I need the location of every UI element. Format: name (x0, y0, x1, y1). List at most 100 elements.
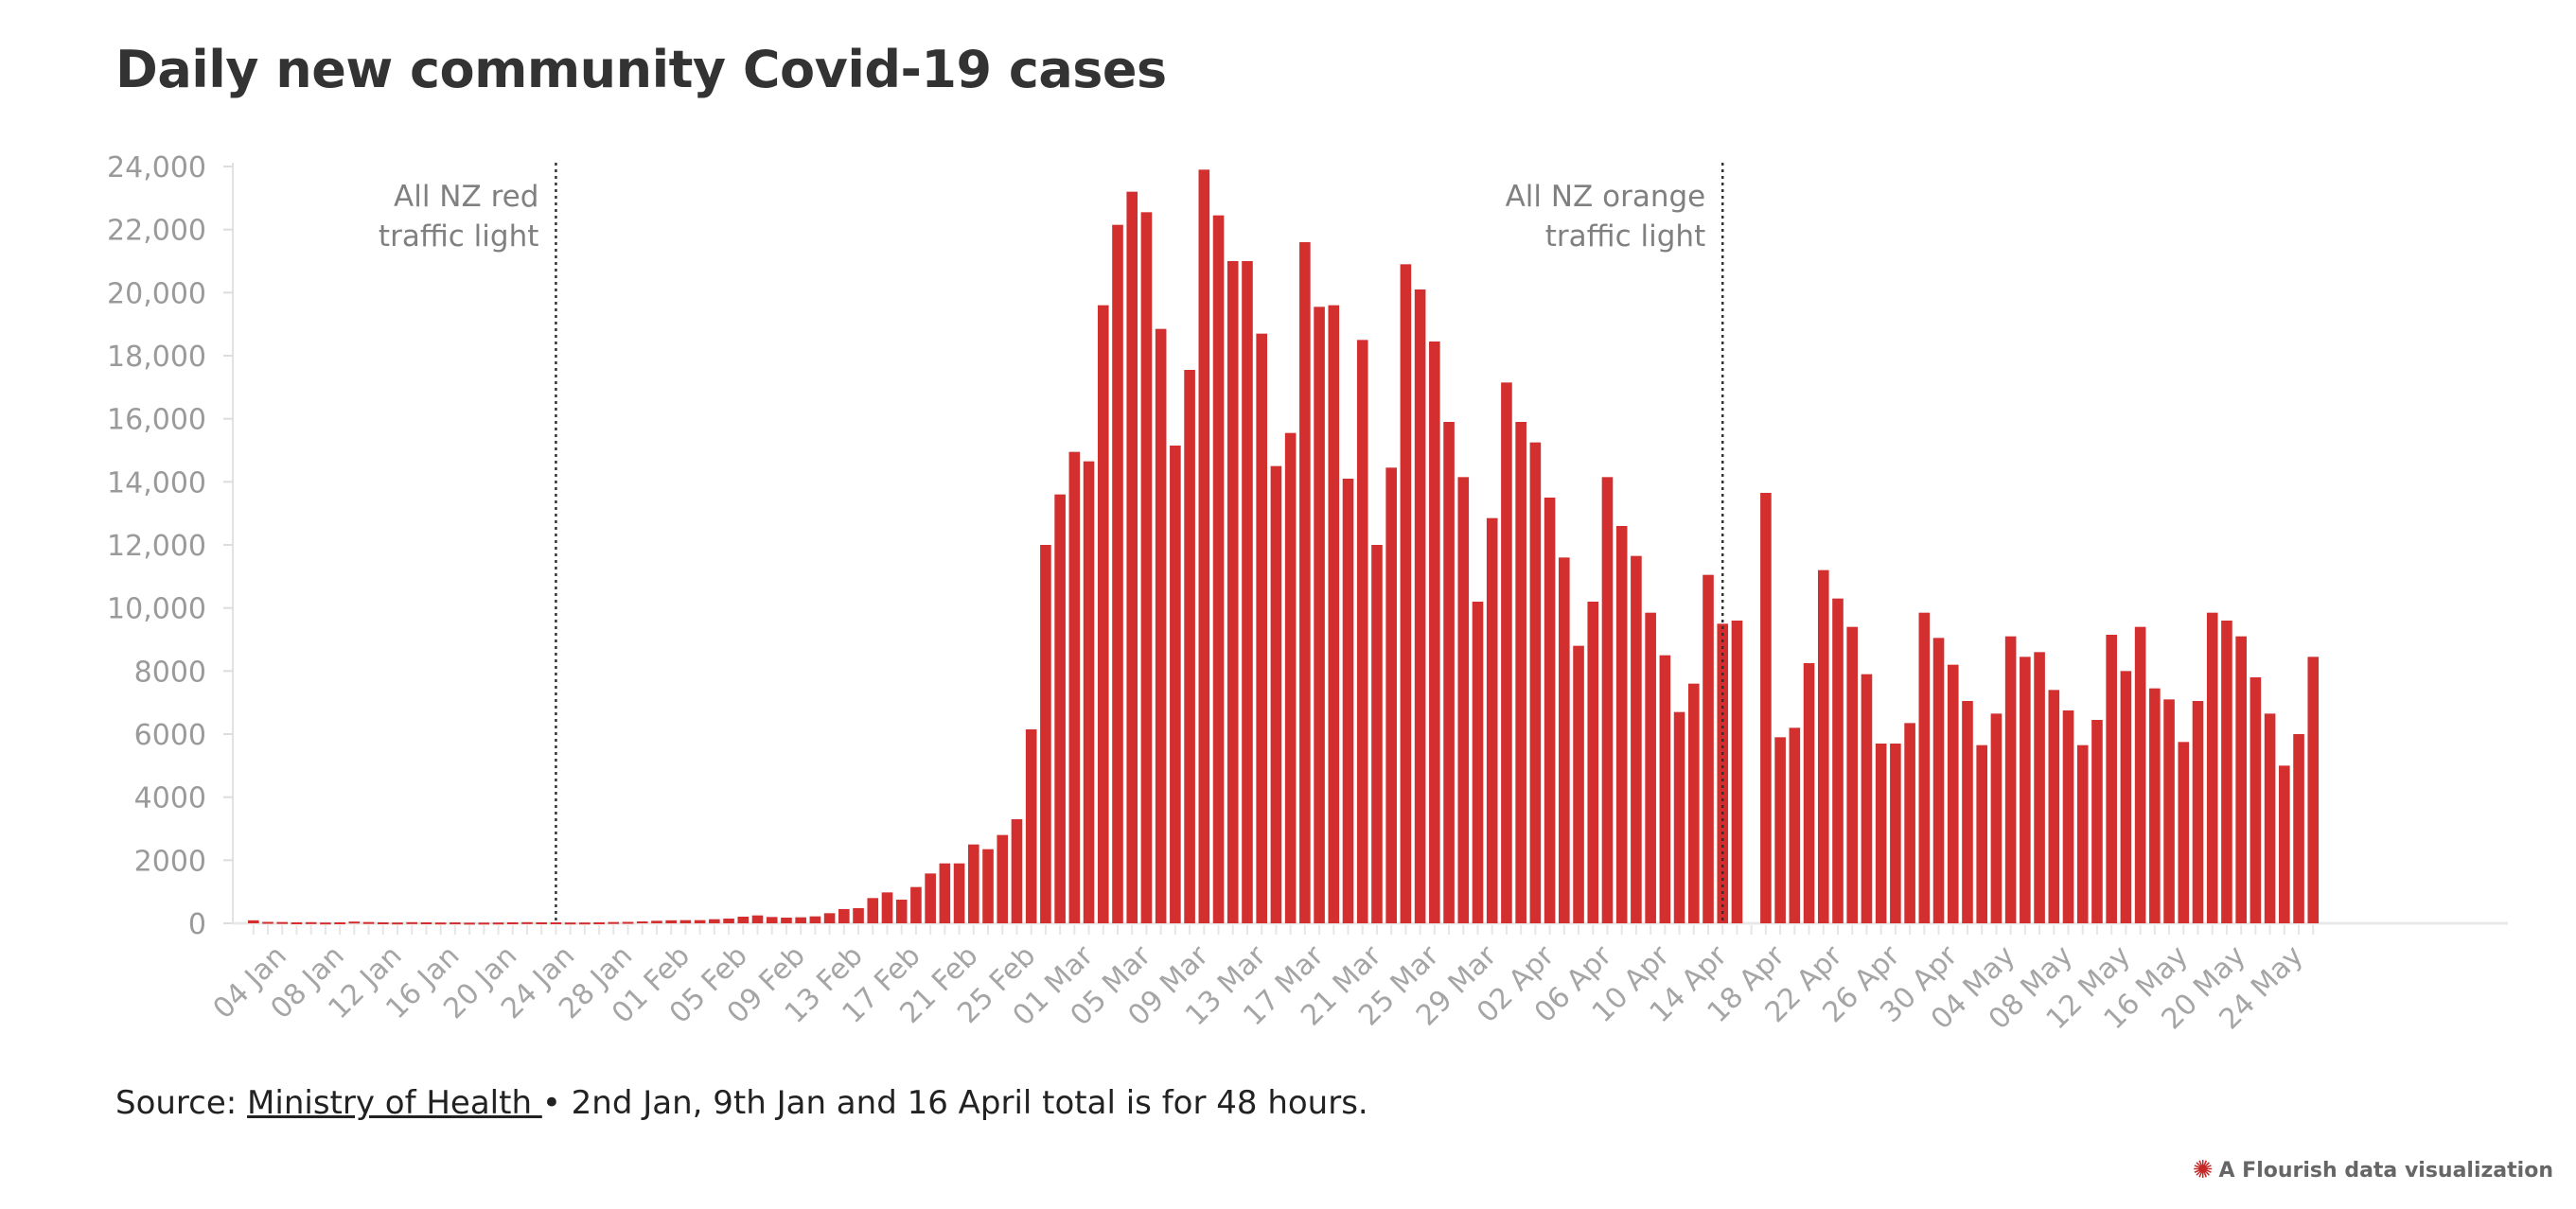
bar (1932, 638, 1945, 923)
bar (2178, 742, 2190, 923)
bar (1990, 713, 2003, 923)
bar (1645, 612, 1656, 923)
bar (1068, 451, 1081, 923)
bar (1472, 602, 1484, 923)
bar (608, 921, 620, 924)
bar (2062, 710, 2074, 923)
bar (694, 920, 706, 923)
bar (1515, 422, 1526, 923)
bar (593, 922, 605, 924)
y-tick-label: 6000 (134, 719, 206, 752)
bar (2192, 701, 2204, 923)
bar (1155, 328, 1167, 924)
bar (464, 922, 475, 925)
bar (2221, 621, 2232, 923)
bar (1529, 442, 1542, 923)
source-prefix: Source: (115, 1084, 248, 1122)
bar (262, 921, 273, 924)
bar (1385, 467, 1397, 923)
bar (2020, 657, 2031, 923)
bar (968, 844, 979, 923)
y-tick-label: 24,000 (107, 151, 206, 184)
bar (1803, 663, 1815, 923)
bar (1789, 727, 1801, 923)
bar (2293, 734, 2304, 923)
bar (2091, 720, 2103, 923)
bar (1559, 557, 1570, 923)
bar (2149, 688, 2161, 923)
bar (636, 921, 648, 923)
bar (1170, 446, 1181, 923)
bar (1112, 224, 1123, 923)
bar (766, 917, 778, 923)
bar (1918, 612, 1931, 923)
bar (1371, 545, 1383, 923)
bar (867, 898, 879, 923)
bar (1774, 737, 1786, 923)
bar (420, 922, 432, 924)
bar (1284, 432, 1297, 924)
bar (1947, 664, 1959, 923)
bar (2307, 657, 2320, 923)
bar (2004, 636, 2017, 923)
bar (1587, 602, 1599, 923)
bar (953, 863, 965, 923)
flourish-star-icon: ✺ (2192, 1156, 2214, 1184)
bar (723, 919, 734, 923)
bar (492, 922, 504, 925)
bar (434, 922, 447, 925)
bar (1573, 645, 1584, 923)
bar (1846, 626, 1859, 923)
bar (1040, 545, 1051, 923)
bar (881, 892, 893, 923)
bar (622, 921, 634, 924)
bar (536, 922, 547, 924)
bar-chart: 0 2000 4000 6000 8000 10,000 12,000 14,000 16,00… (107, 151, 2508, 1036)
bar (1615, 526, 1628, 923)
bar (450, 922, 461, 925)
bar (1601, 477, 1614, 923)
bar (2206, 612, 2218, 923)
y-tick-label: 20,000 (107, 277, 206, 310)
bar (1054, 494, 1066, 923)
bar (737, 917, 750, 923)
flourish-branding[interactable]: ✺ A Flourish data visualization (2193, 1156, 2553, 1184)
bar (564, 922, 576, 925)
bar (1025, 729, 1037, 923)
bar (2163, 699, 2175, 923)
annotation-label: traffic light (379, 219, 538, 254)
bar (1731, 621, 1743, 923)
bar (2279, 765, 2290, 923)
flourish-label: A Flourish data visualization (2218, 1158, 2553, 1183)
bar (1429, 342, 1440, 923)
bar (853, 908, 864, 923)
bar (2235, 636, 2247, 923)
y-tick-label: 0 (188, 908, 206, 941)
bar (506, 922, 519, 924)
bar (1299, 242, 1311, 923)
bar (651, 920, 662, 923)
bar (1703, 574, 1714, 923)
bar (1140, 212, 1153, 924)
bar (895, 900, 908, 923)
bar (320, 922, 331, 925)
bar (809, 916, 821, 923)
bar (1875, 744, 1887, 923)
bar (550, 922, 562, 924)
source-link[interactable]: Ministry of Health (247, 1084, 542, 1122)
bar (679, 920, 692, 923)
bar (910, 886, 922, 923)
bar (1414, 289, 1426, 923)
bar (795, 917, 806, 923)
bar (1184, 370, 1195, 923)
bar (751, 915, 764, 923)
bar (579, 922, 591, 925)
bar (1083, 461, 1095, 923)
bar (1760, 493, 1772, 923)
y-tick-label: 10,000 (107, 593, 206, 626)
bar (362, 921, 375, 924)
bar (1962, 701, 1973, 923)
bar (1457, 477, 1470, 923)
bar (406, 921, 418, 924)
bar (1242, 261, 1253, 923)
